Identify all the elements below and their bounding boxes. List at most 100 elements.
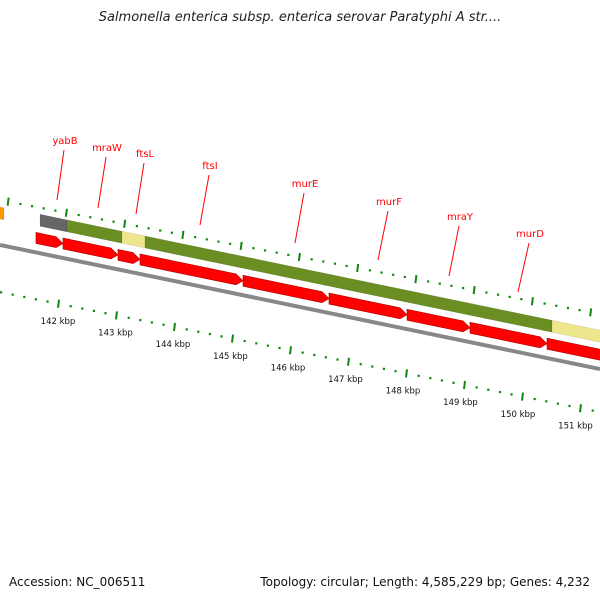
band-segment[interactable] bbox=[0, 205, 5, 221]
minor-tick bbox=[170, 231, 173, 234]
minor-tick bbox=[438, 282, 441, 285]
scale-label: 150 kbp bbox=[501, 410, 536, 420]
accession-label: Accession: NC_006511 bbox=[9, 575, 146, 589]
minor-tick bbox=[440, 379, 443, 382]
minor-tick bbox=[205, 238, 208, 241]
gene-label-ftsL[interactable]: ftsL bbox=[136, 149, 154, 160]
minor-tick bbox=[159, 229, 162, 232]
minor-tick bbox=[30, 205, 34, 208]
minor-tick bbox=[452, 381, 455, 384]
cds-arrow[interactable] bbox=[406, 308, 471, 333]
minor-tick bbox=[533, 397, 536, 401]
minor-tick bbox=[255, 342, 258, 345]
minor-tick bbox=[100, 218, 104, 221]
minor-tick bbox=[543, 302, 546, 305]
band-segment[interactable] bbox=[121, 230, 146, 249]
gene-label-murD[interactable]: murD bbox=[516, 229, 544, 240]
major-tick bbox=[521, 392, 524, 401]
cds-arrow[interactable] bbox=[242, 274, 330, 303]
minor-tick bbox=[345, 264, 348, 268]
cds-arrow[interactable] bbox=[139, 253, 244, 286]
major-tick bbox=[405, 369, 408, 378]
gene-label-ftsI[interactable]: ftsI bbox=[202, 161, 217, 172]
minor-tick bbox=[485, 291, 488, 294]
minor-tick bbox=[112, 220, 115, 223]
gene-label-mraY[interactable]: mraY bbox=[447, 212, 474, 223]
major-tick bbox=[239, 241, 243, 251]
gene-label-mraW[interactable]: mraW bbox=[92, 143, 122, 154]
minor-tick bbox=[578, 309, 581, 312]
cds-arrow[interactable] bbox=[328, 292, 408, 320]
gene-leader-line bbox=[199, 174, 210, 226]
minor-tick bbox=[42, 207, 45, 210]
minor-tick bbox=[556, 402, 559, 405]
band-segment[interactable] bbox=[551, 319, 600, 344]
cds-arrow[interactable] bbox=[469, 321, 548, 349]
scale-label: 142 kbp bbox=[41, 317, 76, 327]
minor-tick bbox=[11, 293, 14, 296]
minor-tick bbox=[220, 335, 223, 338]
major-tick bbox=[231, 334, 234, 343]
minor-tick bbox=[496, 293, 500, 296]
minor-tick bbox=[322, 260, 325, 263]
major-tick bbox=[530, 297, 534, 306]
minor-tick bbox=[266, 344, 269, 347]
scale-label: 149 kbp bbox=[443, 398, 478, 408]
band-segment[interactable] bbox=[66, 219, 123, 244]
minor-tick bbox=[368, 269, 371, 272]
minor-tick bbox=[392, 273, 395, 276]
major-tick bbox=[289, 346, 292, 355]
minor-tick bbox=[591, 409, 594, 412]
minor-tick bbox=[19, 202, 22, 206]
minor-tick bbox=[510, 393, 513, 396]
cds-arrow[interactable] bbox=[117, 249, 141, 264]
major-tick bbox=[347, 357, 350, 366]
major-tick bbox=[297, 252, 301, 262]
minor-tick bbox=[403, 275, 406, 279]
minor-tick bbox=[520, 298, 523, 301]
major-tick bbox=[414, 274, 418, 284]
scale-label: 147 kbp bbox=[328, 375, 363, 385]
minor-tick bbox=[229, 242, 232, 245]
minor-tick bbox=[34, 298, 37, 301]
major-tick bbox=[589, 308, 593, 317]
minor-tick bbox=[81, 307, 84, 310]
minor-tick bbox=[310, 258, 313, 261]
minor-tick bbox=[555, 304, 558, 307]
minor-tick bbox=[417, 374, 420, 377]
minor-tick bbox=[162, 323, 165, 326]
cds-arrow[interactable] bbox=[62, 237, 119, 260]
minor-tick bbox=[217, 240, 220, 243]
major-tick bbox=[463, 380, 466, 390]
gene-label-yabB[interactable]: yabB bbox=[52, 136, 77, 147]
minor-tick bbox=[92, 309, 95, 312]
major-tick bbox=[472, 286, 476, 295]
minor-tick bbox=[139, 319, 142, 322]
gene-leader-line bbox=[56, 149, 65, 201]
minor-tick bbox=[243, 339, 246, 343]
cds-arrow[interactable] bbox=[35, 232, 64, 248]
minor-tick bbox=[359, 363, 362, 366]
major-tick bbox=[123, 219, 127, 228]
gene-leader-line bbox=[135, 162, 145, 215]
band-segment[interactable] bbox=[39, 213, 68, 233]
minor-tick bbox=[487, 388, 490, 391]
minor-tick bbox=[54, 209, 57, 212]
minor-tick bbox=[150, 321, 153, 324]
major-tick bbox=[57, 299, 60, 308]
minor-tick bbox=[313, 353, 316, 357]
scale-label: 143 kbp bbox=[98, 329, 133, 339]
minor-tick bbox=[429, 377, 432, 380]
gene-label-murF[interactable]: murF bbox=[376, 197, 402, 208]
scale-label: 145 kbp bbox=[213, 352, 248, 362]
gene-leader-line bbox=[517, 242, 530, 293]
cds-arrow[interactable] bbox=[546, 337, 600, 361]
minor-tick bbox=[333, 262, 337, 265]
minor-tick bbox=[545, 400, 548, 403]
minor-tick bbox=[252, 247, 255, 250]
minor-tick bbox=[380, 271, 383, 274]
gene-label-murE[interactable]: murE bbox=[292, 179, 319, 190]
minor-tick bbox=[185, 328, 188, 331]
minor-tick bbox=[147, 227, 150, 230]
